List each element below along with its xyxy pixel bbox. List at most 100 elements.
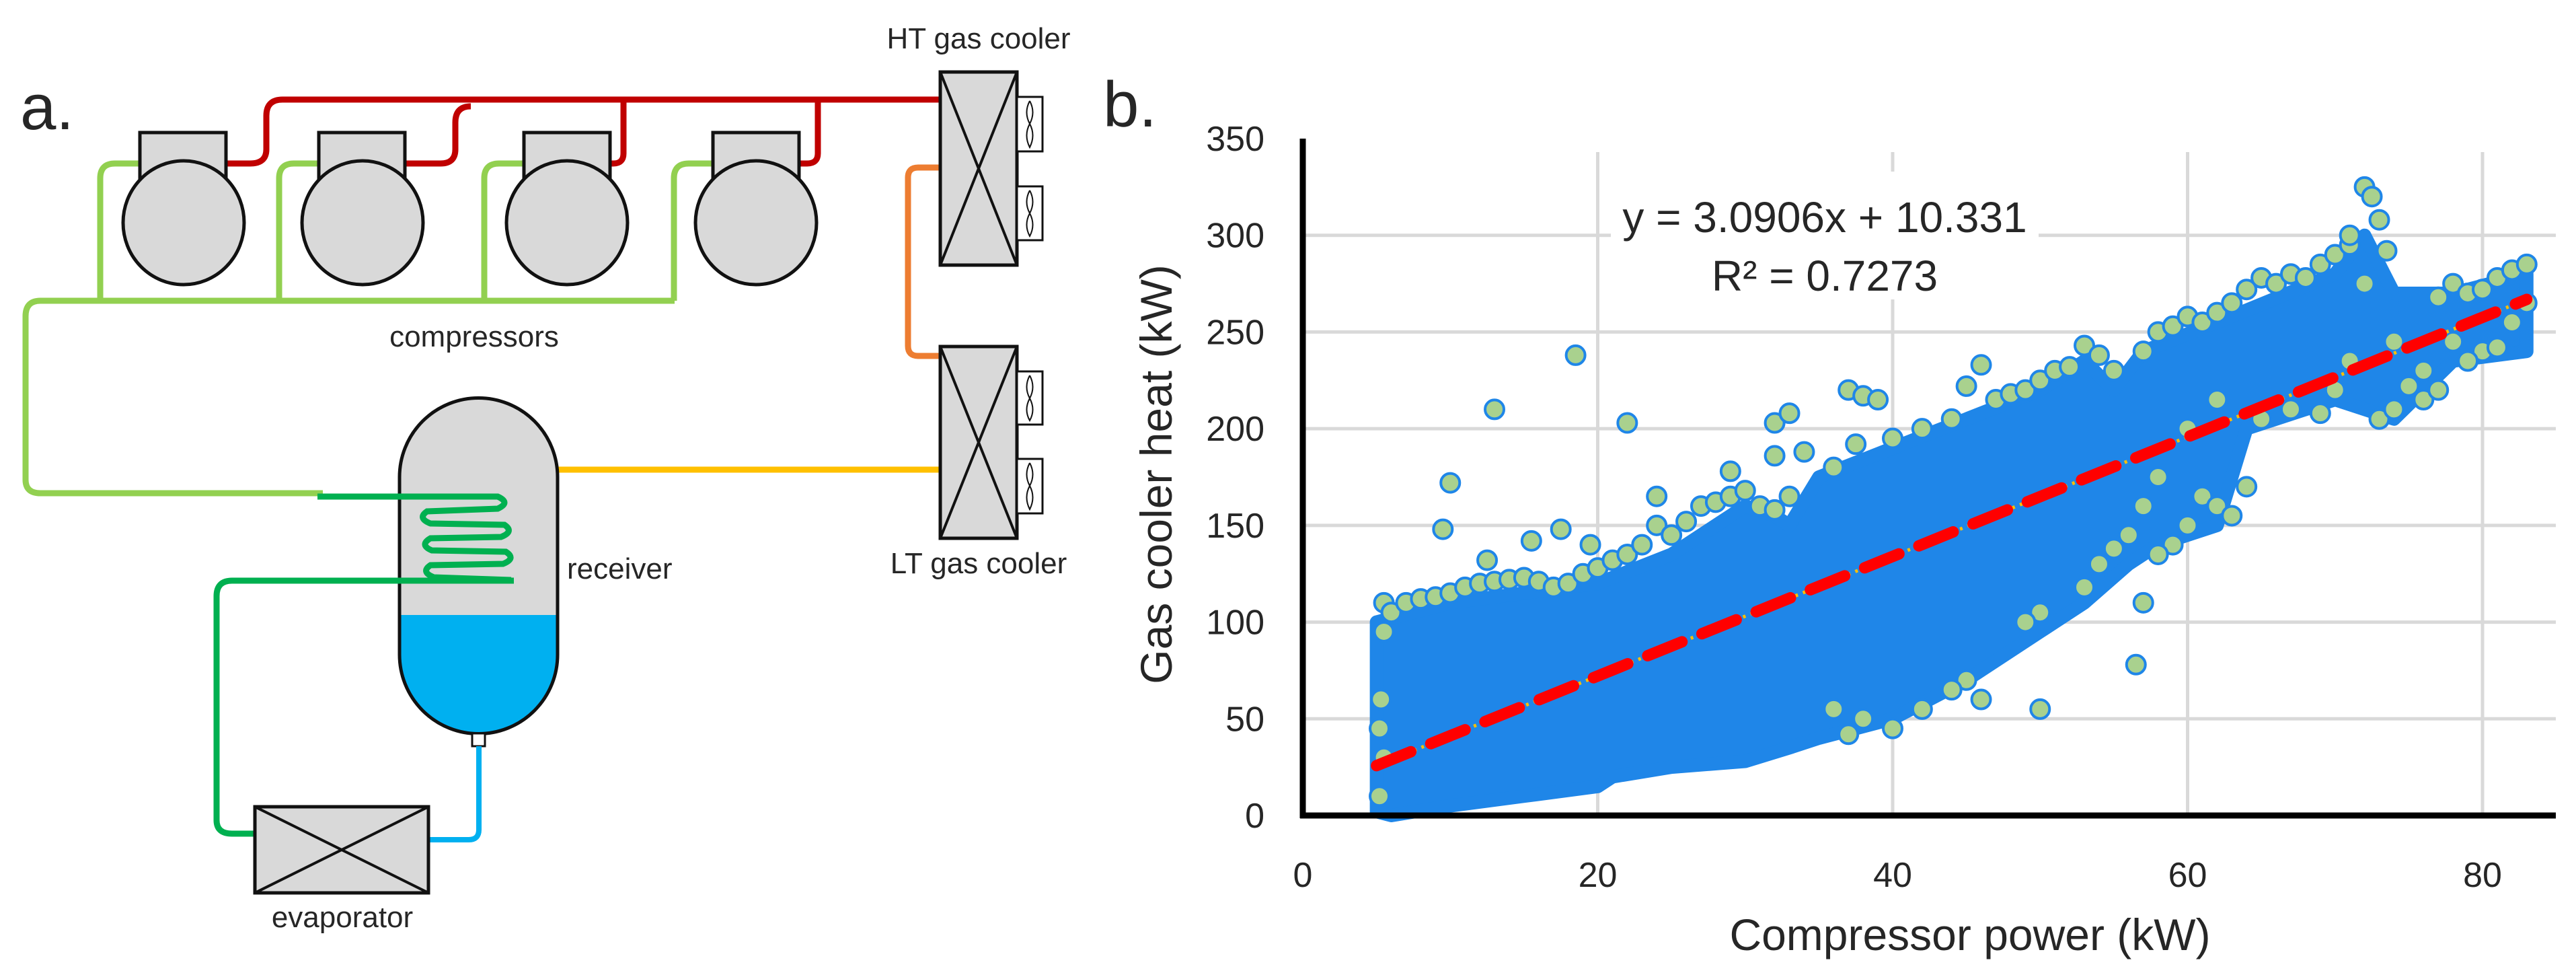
receiver-outlet-nozzle — [471, 732, 486, 748]
data-point — [2361, 186, 2383, 208]
panel-a-label: a. — [20, 71, 74, 143]
panel-b-chart: b. 0 50 100 150 200 250 300 350 0 20 40 60 80 y = 3.… — [1103, 69, 2556, 959]
receiver-liquid — [400, 615, 558, 734]
data-point — [2206, 389, 2228, 411]
data-point — [2398, 375, 2420, 397]
data-point — [2472, 279, 2493, 301]
data-point — [2383, 330, 2405, 353]
data-point — [1550, 518, 1572, 540]
data-point — [1719, 460, 1741, 482]
data-point — [2368, 408, 2390, 430]
equation-box — [1611, 172, 2039, 299]
receiver-label: receiver — [567, 552, 673, 585]
data-point — [2088, 344, 2110, 366]
data-point — [2074, 576, 2096, 598]
data-point — [1616, 543, 1638, 565]
evaporator-label: evaporator — [272, 901, 413, 934]
data-point — [1867, 389, 1889, 411]
data-point — [2029, 602, 2051, 624]
data-point — [2324, 244, 2346, 266]
y-tick-label: 50 — [1225, 700, 1264, 739]
data-point — [2029, 698, 2051, 720]
data-point — [1845, 433, 1867, 456]
data-point — [1970, 354, 1992, 376]
data-point — [2279, 398, 2302, 421]
receiver — [397, 396, 560, 748]
data-point — [1778, 402, 1801, 425]
data-point — [2029, 369, 2051, 392]
ht-gas-cooler — [938, 70, 1044, 267]
data-point — [1646, 514, 1668, 536]
data-point — [1911, 698, 1933, 720]
data-point — [2515, 253, 2538, 275]
data-point — [1557, 573, 1579, 595]
y-tick-label: 300 — [1206, 217, 1264, 256]
data-point — [2413, 359, 2435, 382]
data-point — [2486, 336, 2508, 359]
discharge-line — [226, 96, 940, 167]
data-point — [1675, 511, 1698, 533]
data-point — [1373, 620, 1395, 643]
fan-icon — [1016, 458, 1044, 515]
y-tick-label: 250 — [1206, 313, 1264, 352]
ht-gas-cooler-label: HT gas cooler — [886, 22, 1070, 55]
data-point — [2132, 495, 2154, 517]
y-tick-label: 150 — [1206, 507, 1264, 546]
data-point — [1564, 344, 1587, 366]
data-point — [1955, 375, 1977, 397]
data-point — [2376, 240, 2398, 262]
data-point — [1764, 412, 1786, 434]
data-point — [1432, 518, 1454, 540]
data-point — [2221, 292, 2243, 314]
data-point — [1484, 398, 1506, 421]
data-point — [2294, 266, 2316, 289]
internal-heat-exchanger-line — [213, 493, 514, 837]
compressor-2 — [300, 131, 425, 287]
dense-cloud-region — [1369, 228, 2534, 822]
liquid-line — [428, 746, 482, 842]
data-point — [2339, 224, 2361, 246]
data-point — [1970, 688, 1992, 711]
data-point — [1520, 530, 1542, 552]
x-tick-label: 20 — [1579, 856, 1618, 895]
data-point — [2176, 514, 2199, 536]
compressors-label: compressors — [389, 320, 559, 353]
y-tick-label: 200 — [1206, 410, 1264, 449]
trendline-equation: y = 3.0906x + 10.331 — [1622, 193, 2026, 242]
panel-a-schematic: a. — [20, 22, 1071, 934]
x-axis-title: Compressor power (kW) — [1729, 910, 2210, 959]
data-point — [2353, 273, 2376, 295]
fan-icon — [1016, 96, 1044, 153]
data-point — [2265, 273, 2287, 295]
data-point — [2088, 553, 2110, 575]
axes — [1299, 139, 2556, 819]
data-point — [1369, 785, 1391, 807]
data-point — [2117, 524, 2139, 546]
data-point — [1778, 485, 1801, 507]
data-point — [2221, 505, 2243, 527]
y-tick-label: 100 — [1206, 604, 1264, 643]
data-point — [1380, 602, 1402, 624]
suction-line — [22, 160, 713, 497]
x-tick-label: 0 — [1293, 856, 1313, 895]
data-point — [2162, 534, 2184, 556]
data-point — [2206, 495, 2228, 517]
data-point — [2427, 379, 2450, 401]
data-point — [2103, 538, 2125, 560]
data-point — [2132, 340, 2154, 363]
data-point — [2014, 379, 2037, 401]
data-point — [2206, 301, 2228, 324]
data-point — [1579, 534, 1601, 556]
compressor-3 — [504, 131, 630, 287]
data-point — [2236, 476, 2258, 498]
data-point — [1823, 456, 1845, 478]
dense-point-cloud — [1369, 228, 2534, 822]
tick-labels: 0 50 100 150 200 250 300 350 0 20 40 60 80 — [1206, 120, 2502, 895]
data-point — [1661, 524, 1683, 546]
data-point — [2457, 350, 2479, 372]
data-point — [2442, 273, 2464, 295]
trendline-dashed — [1371, 293, 2533, 772]
data-point — [1852, 708, 1874, 730]
data-point — [2059, 356, 2081, 378]
